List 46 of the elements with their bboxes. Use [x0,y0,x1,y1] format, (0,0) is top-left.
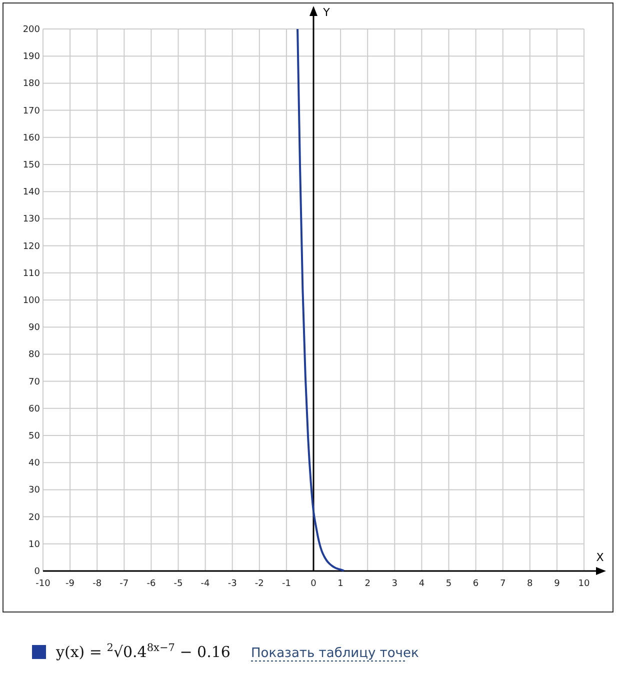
y-tick-label: 130 [22,214,40,225]
y-tick-label: 0 [34,567,40,577]
x-tick-label: -10 [36,579,51,589]
y-tick-label: 20 [28,512,40,523]
x-axis-title: X [596,551,604,564]
x-tick-label: -7 [120,579,129,589]
legend-label: y(x) = $^{2}$√0.4$^{8x−7}$ − 0.16 [55,642,230,661]
x-tick-label: 8 [527,579,534,589]
x-tick-label: 7 [500,579,506,589]
y-tick-label: 140 [22,188,40,198]
y-axis-title: Y [322,6,330,19]
x-tick-label: -5 [174,579,183,589]
y-tick-label: 160 [22,133,40,144]
y-tick-label: 80 [28,350,40,360]
y-tick-label: 50 [28,432,40,442]
y-tick-label: 170 [22,106,40,116]
x-tick-label: -2 [254,579,264,589]
y-tick-label: 70 [28,377,40,388]
x-tick-label: 1 [338,579,344,589]
y-tick-label: 190 [22,52,40,62]
y-tick-label: 60 [28,404,40,414]
x-tick-label: 4 [418,579,425,589]
x-tick-label: 0 [310,579,317,589]
y-tick-label: 120 [22,242,40,252]
x-tick-label: -4 [200,579,210,589]
y-tick-label: 100 [22,296,40,306]
x-tick-label: -9 [66,579,75,589]
y-tick-label: 180 [22,79,40,90]
x-tick-label: -3 [228,579,237,589]
y-tick-label: 150 [22,160,40,170]
y-tick-label: 200 [22,25,40,35]
y-tick-label: 30 [28,486,40,496]
y-tick-label: 110 [22,268,40,279]
x-tick-label: 3 [392,579,398,589]
x-tick-label: -8 [92,579,102,589]
x-tick-label: 6 [472,579,479,589]
y-tick-label: 40 [28,458,40,469]
x-tick-label: -1 [282,579,291,589]
x-tick-label: 5 [446,579,452,589]
x-tick-label: -6 [146,579,156,589]
text: Показать таблицу точек [251,646,419,661]
x-tick-label: 9 [554,579,560,589]
x-tick-label: 2 [364,579,370,589]
y-tick-label: 90 [28,323,40,334]
y-tick-label: 10 [28,540,40,550]
x-tick-label: 10 [578,579,590,589]
